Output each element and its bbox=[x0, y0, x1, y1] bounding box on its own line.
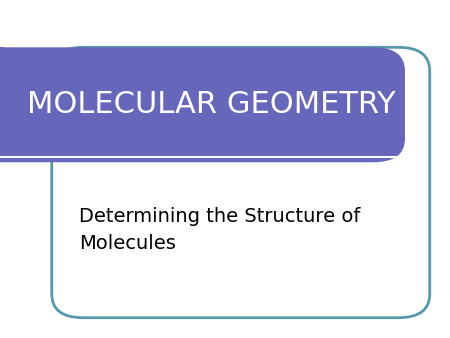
Bar bbox=[0, 47, 4, 162]
FancyBboxPatch shape bbox=[0, 47, 405, 162]
Text: MOLECULAR GEOMETRY: MOLECULAR GEOMETRY bbox=[27, 90, 396, 119]
Text: Determining the Structure of
Molecules: Determining the Structure of Molecules bbox=[79, 207, 360, 252]
FancyBboxPatch shape bbox=[52, 47, 430, 318]
